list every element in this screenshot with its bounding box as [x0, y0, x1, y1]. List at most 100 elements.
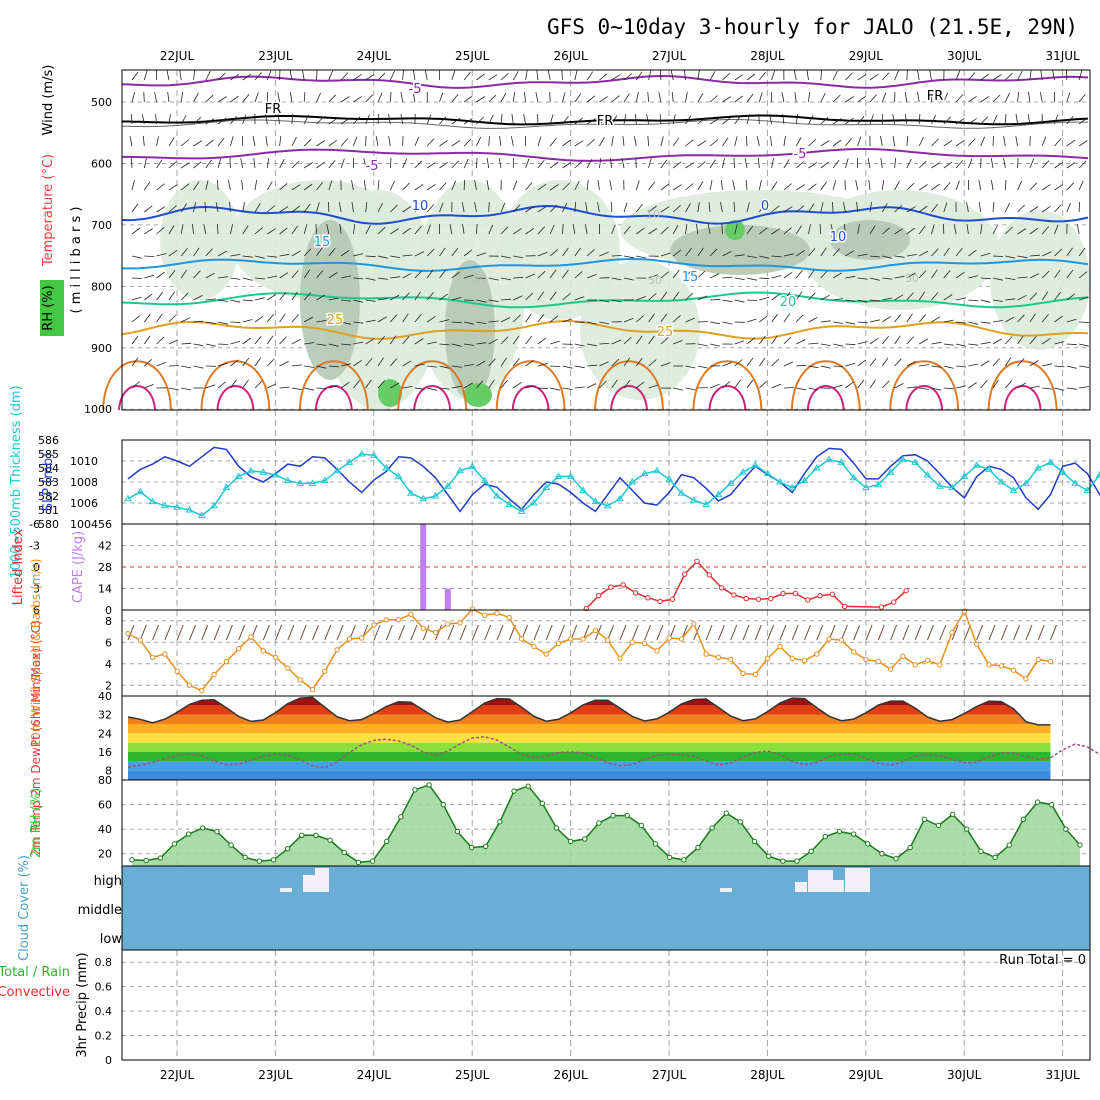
wind-barb	[867, 158, 871, 169]
wind-barb	[992, 277, 1003, 281]
wind-barb	[660, 313, 668, 323]
wind-barb	[882, 72, 890, 81]
wind-barb	[771, 335, 778, 345]
wind10-point	[445, 621, 451, 627]
wind-barb	[894, 228, 904, 235]
wind-barb	[426, 162, 436, 169]
wind-barb	[931, 162, 941, 169]
wind-barb	[550, 387, 560, 391]
wind-barb	[217, 381, 227, 389]
wind10-barb	[385, 624, 393, 641]
cloud-high-patch	[280, 888, 292, 892]
wind-barb	[217, 250, 227, 257]
wind10-barb	[398, 624, 406, 641]
wind-barb	[955, 160, 964, 169]
wind-barb	[303, 162, 313, 169]
wind-barb	[562, 365, 573, 369]
slp-tick: 1004	[70, 518, 98, 531]
wind-barb	[291, 184, 301, 191]
wind10-barb	[754, 624, 762, 641]
wind-barb	[131, 381, 140, 389]
thickness-point	[554, 472, 563, 479]
wind-barb	[906, 69, 908, 81]
wind-barb	[759, 227, 768, 235]
wind-barb	[956, 343, 966, 347]
wind-barb	[476, 380, 484, 389]
wind-barb	[402, 272, 412, 279]
wind10-point	[494, 610, 500, 616]
wind-barb	[426, 248, 435, 257]
wind-barb	[759, 255, 770, 259]
rh-point	[242, 854, 248, 861]
wind-barb	[353, 277, 364, 280]
wind-barb	[599, 299, 610, 303]
wind-barb	[463, 71, 471, 81]
wind-barb	[451, 180, 456, 191]
thickness-point	[345, 458, 354, 465]
wind-barb	[611, 255, 622, 257]
wind-barb	[869, 94, 877, 103]
wind-barb	[377, 380, 385, 389]
isotherm-30-loop	[594, 360, 664, 411]
wind-barb	[291, 113, 294, 125]
wind-barb	[980, 96, 990, 103]
wind-barb	[980, 299, 991, 303]
wind-barb	[746, 255, 757, 258]
wind-barb	[783, 361, 794, 367]
wind-barb	[906, 227, 916, 235]
wind-barb	[279, 206, 289, 213]
wind-barb	[304, 387, 315, 391]
thickness-point	[517, 507, 526, 514]
thickness-point	[247, 466, 255, 474]
wind-barb	[439, 139, 448, 147]
wind-barb	[230, 340, 241, 345]
wind-barb	[586, 159, 593, 169]
wind-barb	[242, 202, 245, 213]
wind-barb	[291, 314, 299, 323]
wind-barb	[820, 343, 831, 346]
wind-barb	[931, 203, 939, 213]
wind-barb	[635, 335, 643, 345]
wind-barb	[390, 204, 398, 213]
wind-barb	[710, 321, 720, 325]
wind-barb	[464, 321, 474, 325]
wind-barb	[291, 136, 297, 147]
wind10-barb	[927, 624, 934, 641]
wind-barb	[1066, 92, 1071, 103]
wind-barb	[709, 139, 719, 147]
thickness-point	[603, 501, 612, 509]
wind-barb	[230, 359, 239, 367]
wind-barb	[267, 383, 277, 389]
rh-point	[1077, 842, 1083, 848]
wind-barb	[525, 313, 532, 323]
wind-barb	[205, 118, 215, 125]
wind-barb	[869, 357, 877, 367]
wind-barb	[1066, 162, 1076, 169]
wind-barb	[956, 321, 967, 324]
isotherm-label: 25	[327, 313, 344, 328]
wind-barb	[240, 158, 244, 169]
wind-barb	[906, 206, 916, 213]
wind-barb	[980, 224, 983, 235]
wind-barb	[659, 113, 662, 125]
wind-barb	[1005, 255, 1016, 259]
wind-barb	[1041, 270, 1050, 279]
pressure-tick: 700	[91, 219, 112, 232]
wind-barb	[254, 297, 265, 301]
wind10-barb	[865, 624, 873, 641]
wind-barb	[832, 94, 841, 103]
thickness-ylabel: 1000~500mb Thickness (dm)	[9, 385, 24, 578]
wind10-point	[125, 630, 131, 637]
rh-contour-label: 50	[473, 272, 487, 285]
wind-barb	[722, 362, 732, 367]
wind-barb	[759, 296, 770, 301]
wind-barb	[685, 139, 694, 147]
wind-barb	[1079, 365, 1090, 368]
wind-barb	[562, 162, 572, 169]
wind10-point	[654, 648, 660, 654]
rh-tick: 20	[98, 848, 112, 861]
wind-barb	[783, 253, 794, 257]
isotherm-20	[121, 291, 1089, 309]
wind-barb	[488, 320, 499, 323]
